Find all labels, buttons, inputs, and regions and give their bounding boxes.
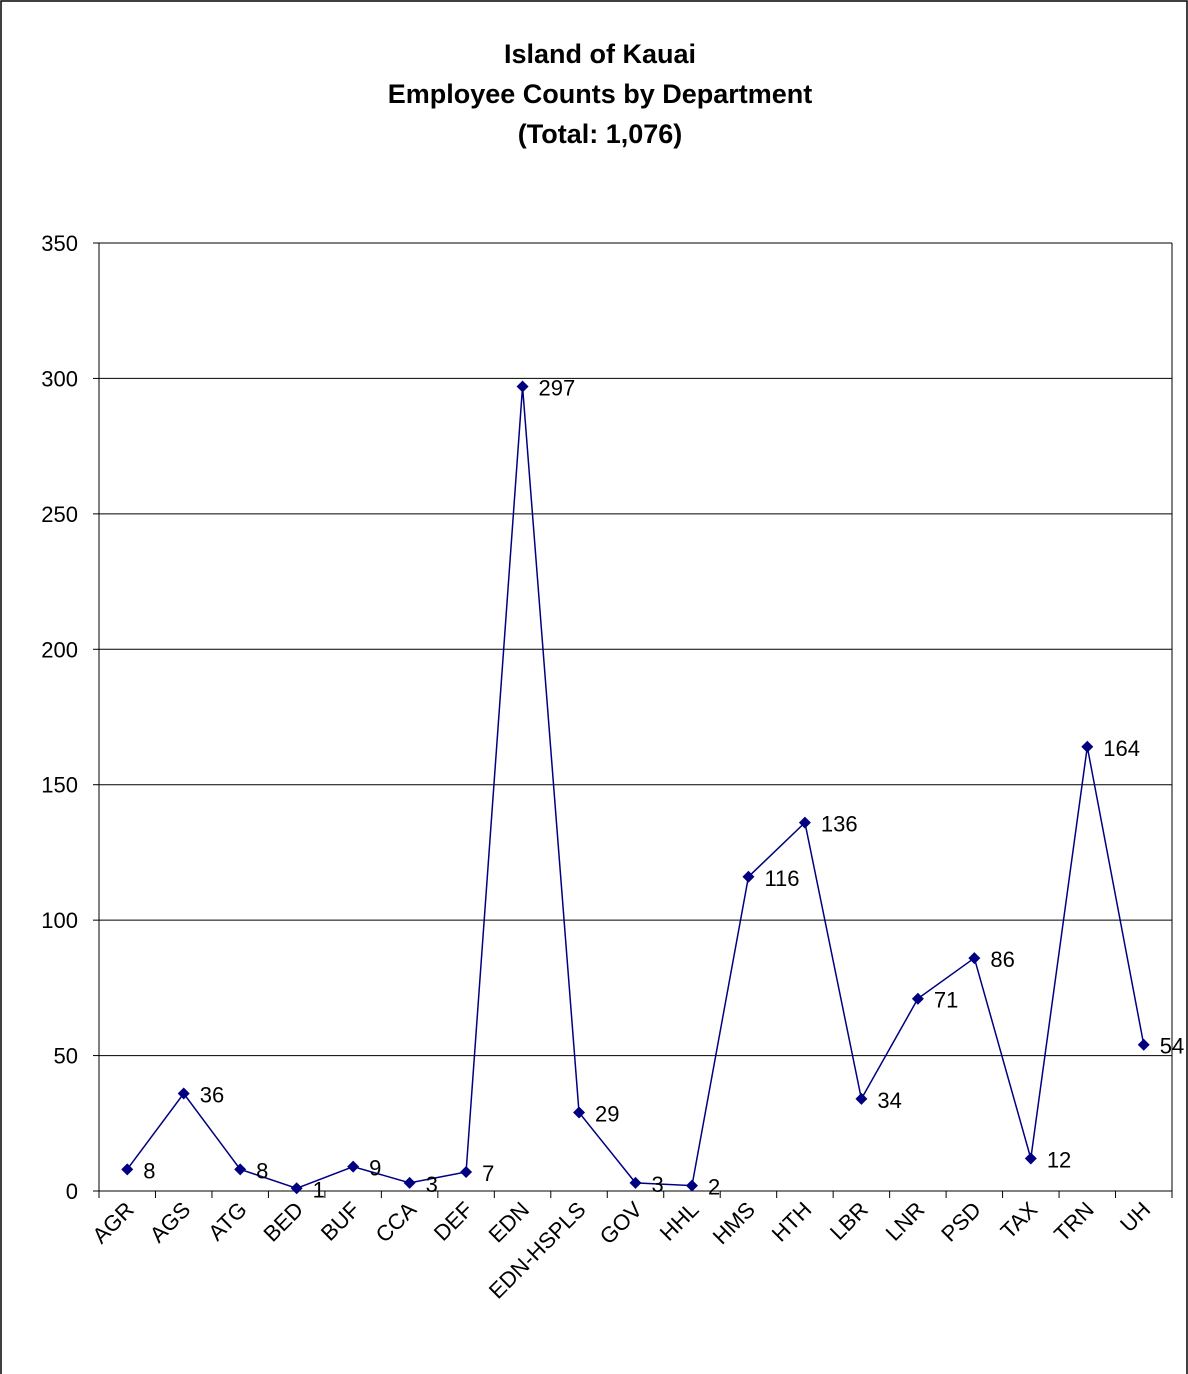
- y-tick-label: 350: [41, 231, 78, 256]
- chart-title: Island of Kauai: [504, 39, 696, 69]
- data-label: 29: [595, 1101, 619, 1126]
- marker: [742, 870, 755, 883]
- marker: [290, 1182, 303, 1195]
- data-label: 9: [369, 1156, 381, 1181]
- chart-title: (Total: 1,076): [518, 119, 683, 149]
- marker: [573, 1106, 586, 1119]
- x-tick-label: PSD: [936, 1197, 986, 1247]
- y-tick-label: 200: [41, 637, 78, 662]
- data-label: 136: [821, 812, 858, 837]
- y-tick-label: 100: [41, 908, 78, 933]
- y-tick-label: 0: [66, 1179, 78, 1204]
- chart-title: Employee Counts by Department: [388, 79, 813, 109]
- x-tick-label: HMS: [708, 1197, 760, 1249]
- data-label: 3: [652, 1172, 664, 1197]
- x-tick-label: TAX: [996, 1197, 1043, 1244]
- marker: [798, 816, 811, 829]
- y-tick-label: 150: [41, 773, 78, 798]
- marker: [1024, 1152, 1037, 1165]
- x-tick-label: BUF: [316, 1197, 365, 1246]
- marker: [347, 1160, 360, 1173]
- marker: [911, 992, 924, 1005]
- data-label: 3: [426, 1172, 438, 1197]
- data-label: 36: [200, 1082, 224, 1107]
- x-tick-label: BED: [259, 1197, 309, 1247]
- x-tick-label: LBR: [825, 1197, 873, 1245]
- marker: [177, 1087, 190, 1100]
- marker: [685, 1179, 698, 1192]
- marker: [855, 1092, 868, 1105]
- x-tick-label: AGS: [145, 1197, 196, 1248]
- data-label: 54: [1160, 1034, 1184, 1059]
- y-tick-label: 50: [54, 1044, 78, 1069]
- marker: [121, 1163, 134, 1176]
- marker: [460, 1166, 473, 1179]
- x-tick-label: ATG: [203, 1197, 252, 1246]
- x-tick-label: CCA: [371, 1197, 422, 1248]
- data-label: 2: [708, 1175, 720, 1200]
- data-label: 1: [313, 1177, 325, 1202]
- x-tick-label: GOV: [595, 1197, 647, 1249]
- marker: [516, 380, 529, 393]
- x-tick-label: DEF: [429, 1197, 478, 1246]
- x-tick-label: AGR: [87, 1197, 138, 1248]
- x-tick-label: HTH: [767, 1197, 817, 1247]
- data-label: 297: [539, 376, 576, 401]
- y-tick-label: 250: [41, 502, 78, 527]
- x-tick-label: TRN: [1049, 1197, 1099, 1247]
- y-tick-label: 300: [41, 366, 78, 391]
- x-tick-label: LNR: [881, 1197, 930, 1246]
- line: [126, 386, 1145, 1190]
- marker: [403, 1176, 416, 1189]
- marker: [968, 952, 981, 965]
- x-tick-label: EDN: [484, 1197, 535, 1248]
- data-label: 7: [482, 1161, 494, 1186]
- data-label: 8: [256, 1158, 268, 1183]
- x-tick-label: UH: [1115, 1197, 1155, 1237]
- marker: [1081, 740, 1094, 753]
- x-tick-label: HHL: [655, 1197, 704, 1246]
- data-label: 12: [1047, 1147, 1071, 1172]
- marker: [629, 1176, 642, 1189]
- marker: [234, 1163, 247, 1176]
- data-label: 8: [143, 1158, 155, 1183]
- data-label: 116: [764, 866, 799, 891]
- data-label: 164: [1103, 736, 1140, 761]
- data-label: 71: [934, 988, 958, 1013]
- marker: [1137, 1038, 1150, 1051]
- data-label: 86: [990, 947, 1014, 972]
- data-label: 34: [877, 1088, 901, 1113]
